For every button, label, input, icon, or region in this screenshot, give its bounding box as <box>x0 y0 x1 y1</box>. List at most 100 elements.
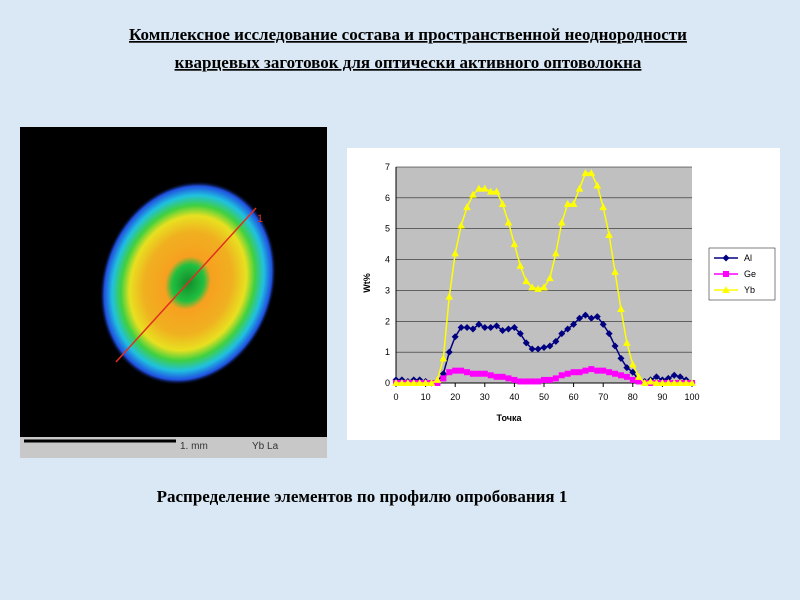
point <box>493 322 501 330</box>
point <box>552 375 559 382</box>
x-axis-label: Точка <box>497 413 523 423</box>
micro-image: 1 1. mm Yb La <box>20 127 327 458</box>
point <box>540 344 548 352</box>
y-tick-label: 5 <box>385 224 390 234</box>
point <box>670 379 679 386</box>
point <box>593 313 601 321</box>
x-tick-label: 50 <box>539 392 549 402</box>
point <box>599 203 607 211</box>
x-tick-label: 0 <box>393 392 398 402</box>
point <box>446 369 453 376</box>
point <box>722 254 730 262</box>
point <box>445 292 454 300</box>
point <box>570 369 577 376</box>
x-tick-label: 70 <box>598 392 608 402</box>
point <box>635 378 642 385</box>
point <box>629 368 637 376</box>
profile-line <box>115 207 257 363</box>
point <box>486 187 495 195</box>
point <box>517 378 524 385</box>
point <box>481 323 489 331</box>
point <box>605 230 613 238</box>
point <box>688 379 696 386</box>
y-tick-label: 2 <box>385 316 390 326</box>
point <box>541 376 547 383</box>
point <box>599 320 607 328</box>
point <box>534 284 542 292</box>
point <box>623 338 631 346</box>
point <box>587 169 596 177</box>
point <box>588 366 595 373</box>
point <box>504 218 513 226</box>
point <box>427 379 436 386</box>
point <box>528 283 536 291</box>
point <box>445 348 453 356</box>
point <box>646 377 655 385</box>
point <box>569 200 578 208</box>
y-tick-label: 3 <box>385 285 390 295</box>
x-tick-label: 90 <box>657 392 667 402</box>
point <box>617 354 625 362</box>
point <box>522 277 531 285</box>
legend-label: Al <box>744 253 752 263</box>
point <box>594 367 601 374</box>
point <box>398 379 406 386</box>
point <box>421 379 430 386</box>
legend-box <box>708 247 776 301</box>
point <box>612 370 619 377</box>
point <box>440 375 447 382</box>
point <box>593 181 602 189</box>
point <box>557 218 566 226</box>
point <box>463 323 471 331</box>
title-line: кварцевых заготовок для оптически активн… <box>175 53 642 72</box>
x-tick-label: 60 <box>569 392 579 402</box>
point <box>658 379 667 386</box>
point <box>451 249 459 257</box>
point <box>469 370 476 377</box>
point <box>409 379 418 386</box>
point <box>564 325 572 333</box>
point <box>481 370 488 377</box>
point <box>623 373 630 380</box>
point <box>617 372 624 379</box>
y-tick-label: 1 <box>385 347 390 357</box>
point <box>563 200 572 208</box>
legend-label: Yb <box>744 285 755 295</box>
point <box>452 367 459 374</box>
x-tick-label: 20 <box>450 392 460 402</box>
point <box>457 221 465 229</box>
point <box>552 337 560 345</box>
point <box>535 378 542 385</box>
profile-label: 1 <box>257 213 263 225</box>
point <box>546 274 554 282</box>
y-tick-label: 0 <box>385 378 390 388</box>
point <box>605 330 613 338</box>
legend-label: Ge <box>744 269 756 279</box>
point <box>498 200 507 208</box>
point <box>581 169 590 177</box>
point <box>546 342 554 350</box>
x-tick-label: 100 <box>684 392 699 402</box>
point <box>676 379 684 386</box>
point <box>582 367 589 374</box>
point <box>606 369 613 376</box>
point <box>499 327 507 335</box>
point <box>652 373 660 381</box>
point <box>564 370 571 377</box>
point <box>676 373 684 381</box>
point <box>434 380 441 386</box>
point <box>534 345 542 353</box>
point <box>493 373 500 380</box>
x-tick-label: 40 <box>509 392 519 402</box>
point <box>499 373 506 380</box>
point <box>682 379 690 386</box>
point <box>670 371 678 379</box>
point <box>722 286 730 293</box>
point <box>475 184 483 192</box>
point <box>546 376 553 383</box>
title-line: Комплексное исследование состава и прост… <box>129 25 687 44</box>
x-tick-label: 80 <box>628 392 638 402</box>
